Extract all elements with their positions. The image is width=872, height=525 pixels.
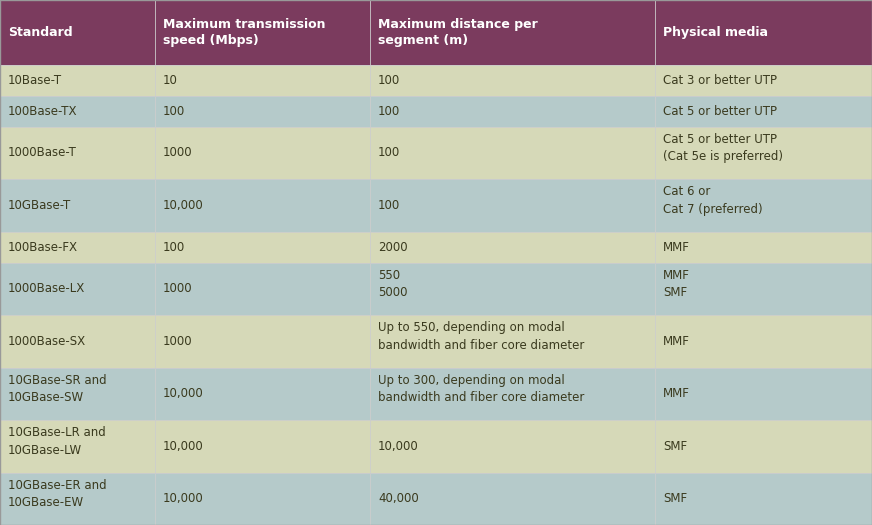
Bar — [655, 420, 872, 472]
Text: 10GBase-T: 10GBase-T — [8, 199, 72, 212]
Text: 100: 100 — [378, 105, 400, 118]
Bar — [155, 0, 370, 65]
Text: Cat 6 or
Cat 7 (preferred): Cat 6 or Cat 7 (preferred) — [663, 185, 763, 216]
Bar — [155, 368, 370, 420]
Text: Maximum distance per
segment (m): Maximum distance per segment (m) — [378, 18, 538, 47]
Bar — [370, 368, 655, 420]
Text: SMF: SMF — [663, 492, 687, 505]
Bar — [370, 262, 655, 315]
Bar — [370, 0, 655, 65]
Text: 1000: 1000 — [163, 146, 193, 160]
Bar — [0, 179, 155, 232]
Text: Up to 300, depending on modal
bandwidth and fiber core diameter: Up to 300, depending on modal bandwidth … — [378, 374, 584, 404]
Text: SMF: SMF — [663, 440, 687, 453]
Text: 100: 100 — [163, 240, 185, 254]
Bar — [0, 262, 155, 315]
Text: Cat 5 or better UTP
(Cat 5e is preferred): Cat 5 or better UTP (Cat 5e is preferred… — [663, 133, 783, 163]
Bar — [0, 232, 155, 262]
Bar — [155, 420, 370, 472]
Bar — [370, 65, 655, 96]
Bar — [370, 420, 655, 472]
Bar — [0, 96, 155, 127]
Bar — [655, 65, 872, 96]
Text: MMF
SMF: MMF SMF — [663, 269, 690, 299]
Bar — [370, 315, 655, 368]
Text: 10: 10 — [163, 74, 178, 87]
Bar — [655, 472, 872, 525]
Bar — [155, 315, 370, 368]
Text: 100: 100 — [378, 146, 400, 160]
Bar — [655, 0, 872, 65]
Text: 10,000: 10,000 — [378, 440, 419, 453]
Text: MMF: MMF — [663, 387, 690, 400]
Bar — [655, 127, 872, 179]
Text: 100: 100 — [378, 74, 400, 87]
Bar — [0, 65, 155, 96]
Text: 10,000: 10,000 — [163, 440, 204, 453]
Bar — [655, 262, 872, 315]
Bar — [655, 232, 872, 262]
Text: 10Base-T: 10Base-T — [8, 74, 62, 87]
Text: 10GBase-SR and
10GBase-SW: 10GBase-SR and 10GBase-SW — [8, 374, 106, 404]
Text: 10GBase-ER and
10GBase-EW: 10GBase-ER and 10GBase-EW — [8, 478, 106, 509]
Text: 100: 100 — [163, 105, 185, 118]
Bar — [655, 315, 872, 368]
Bar — [0, 0, 155, 65]
Bar — [370, 472, 655, 525]
Bar — [155, 127, 370, 179]
Text: 1000Base-T: 1000Base-T — [8, 146, 77, 160]
Bar — [0, 420, 155, 472]
Bar — [155, 262, 370, 315]
Text: 10,000: 10,000 — [163, 199, 204, 212]
Text: Up to 550, depending on modal
bandwidth and fiber core diameter: Up to 550, depending on modal bandwidth … — [378, 321, 584, 352]
Text: 10,000: 10,000 — [163, 387, 204, 400]
Text: 1000Base-SX: 1000Base-SX — [8, 335, 86, 348]
Text: Physical media: Physical media — [663, 26, 768, 39]
Bar — [155, 96, 370, 127]
Bar — [0, 368, 155, 420]
Text: Standard: Standard — [8, 26, 72, 39]
Text: 10GBase-LR and
10GBase-LW: 10GBase-LR and 10GBase-LW — [8, 426, 106, 457]
Text: 550
5000: 550 5000 — [378, 269, 407, 299]
Text: 10,000: 10,000 — [163, 492, 204, 505]
Text: Cat 5 or better UTP: Cat 5 or better UTP — [663, 105, 777, 118]
Text: 1000: 1000 — [163, 282, 193, 296]
Text: 1000Base-LX: 1000Base-LX — [8, 282, 85, 296]
Bar — [155, 179, 370, 232]
Text: MMF: MMF — [663, 240, 690, 254]
Bar — [655, 368, 872, 420]
Bar — [155, 472, 370, 525]
Bar — [655, 179, 872, 232]
Text: Cat 3 or better UTP: Cat 3 or better UTP — [663, 74, 777, 87]
Bar — [370, 232, 655, 262]
Text: 100Base-FX: 100Base-FX — [8, 240, 78, 254]
Text: 100: 100 — [378, 199, 400, 212]
Text: 1000: 1000 — [163, 335, 193, 348]
Bar — [370, 179, 655, 232]
Text: MMF: MMF — [663, 335, 690, 348]
Bar — [370, 127, 655, 179]
Bar — [655, 96, 872, 127]
Text: 100Base-TX: 100Base-TX — [8, 105, 78, 118]
Bar — [0, 127, 155, 179]
Text: 40,000: 40,000 — [378, 492, 419, 505]
Bar — [155, 65, 370, 96]
Bar — [155, 232, 370, 262]
Text: Maximum transmission
speed (Mbps): Maximum transmission speed (Mbps) — [163, 18, 325, 47]
Bar — [0, 472, 155, 525]
Bar — [370, 96, 655, 127]
Bar — [0, 315, 155, 368]
Text: 2000: 2000 — [378, 240, 407, 254]
